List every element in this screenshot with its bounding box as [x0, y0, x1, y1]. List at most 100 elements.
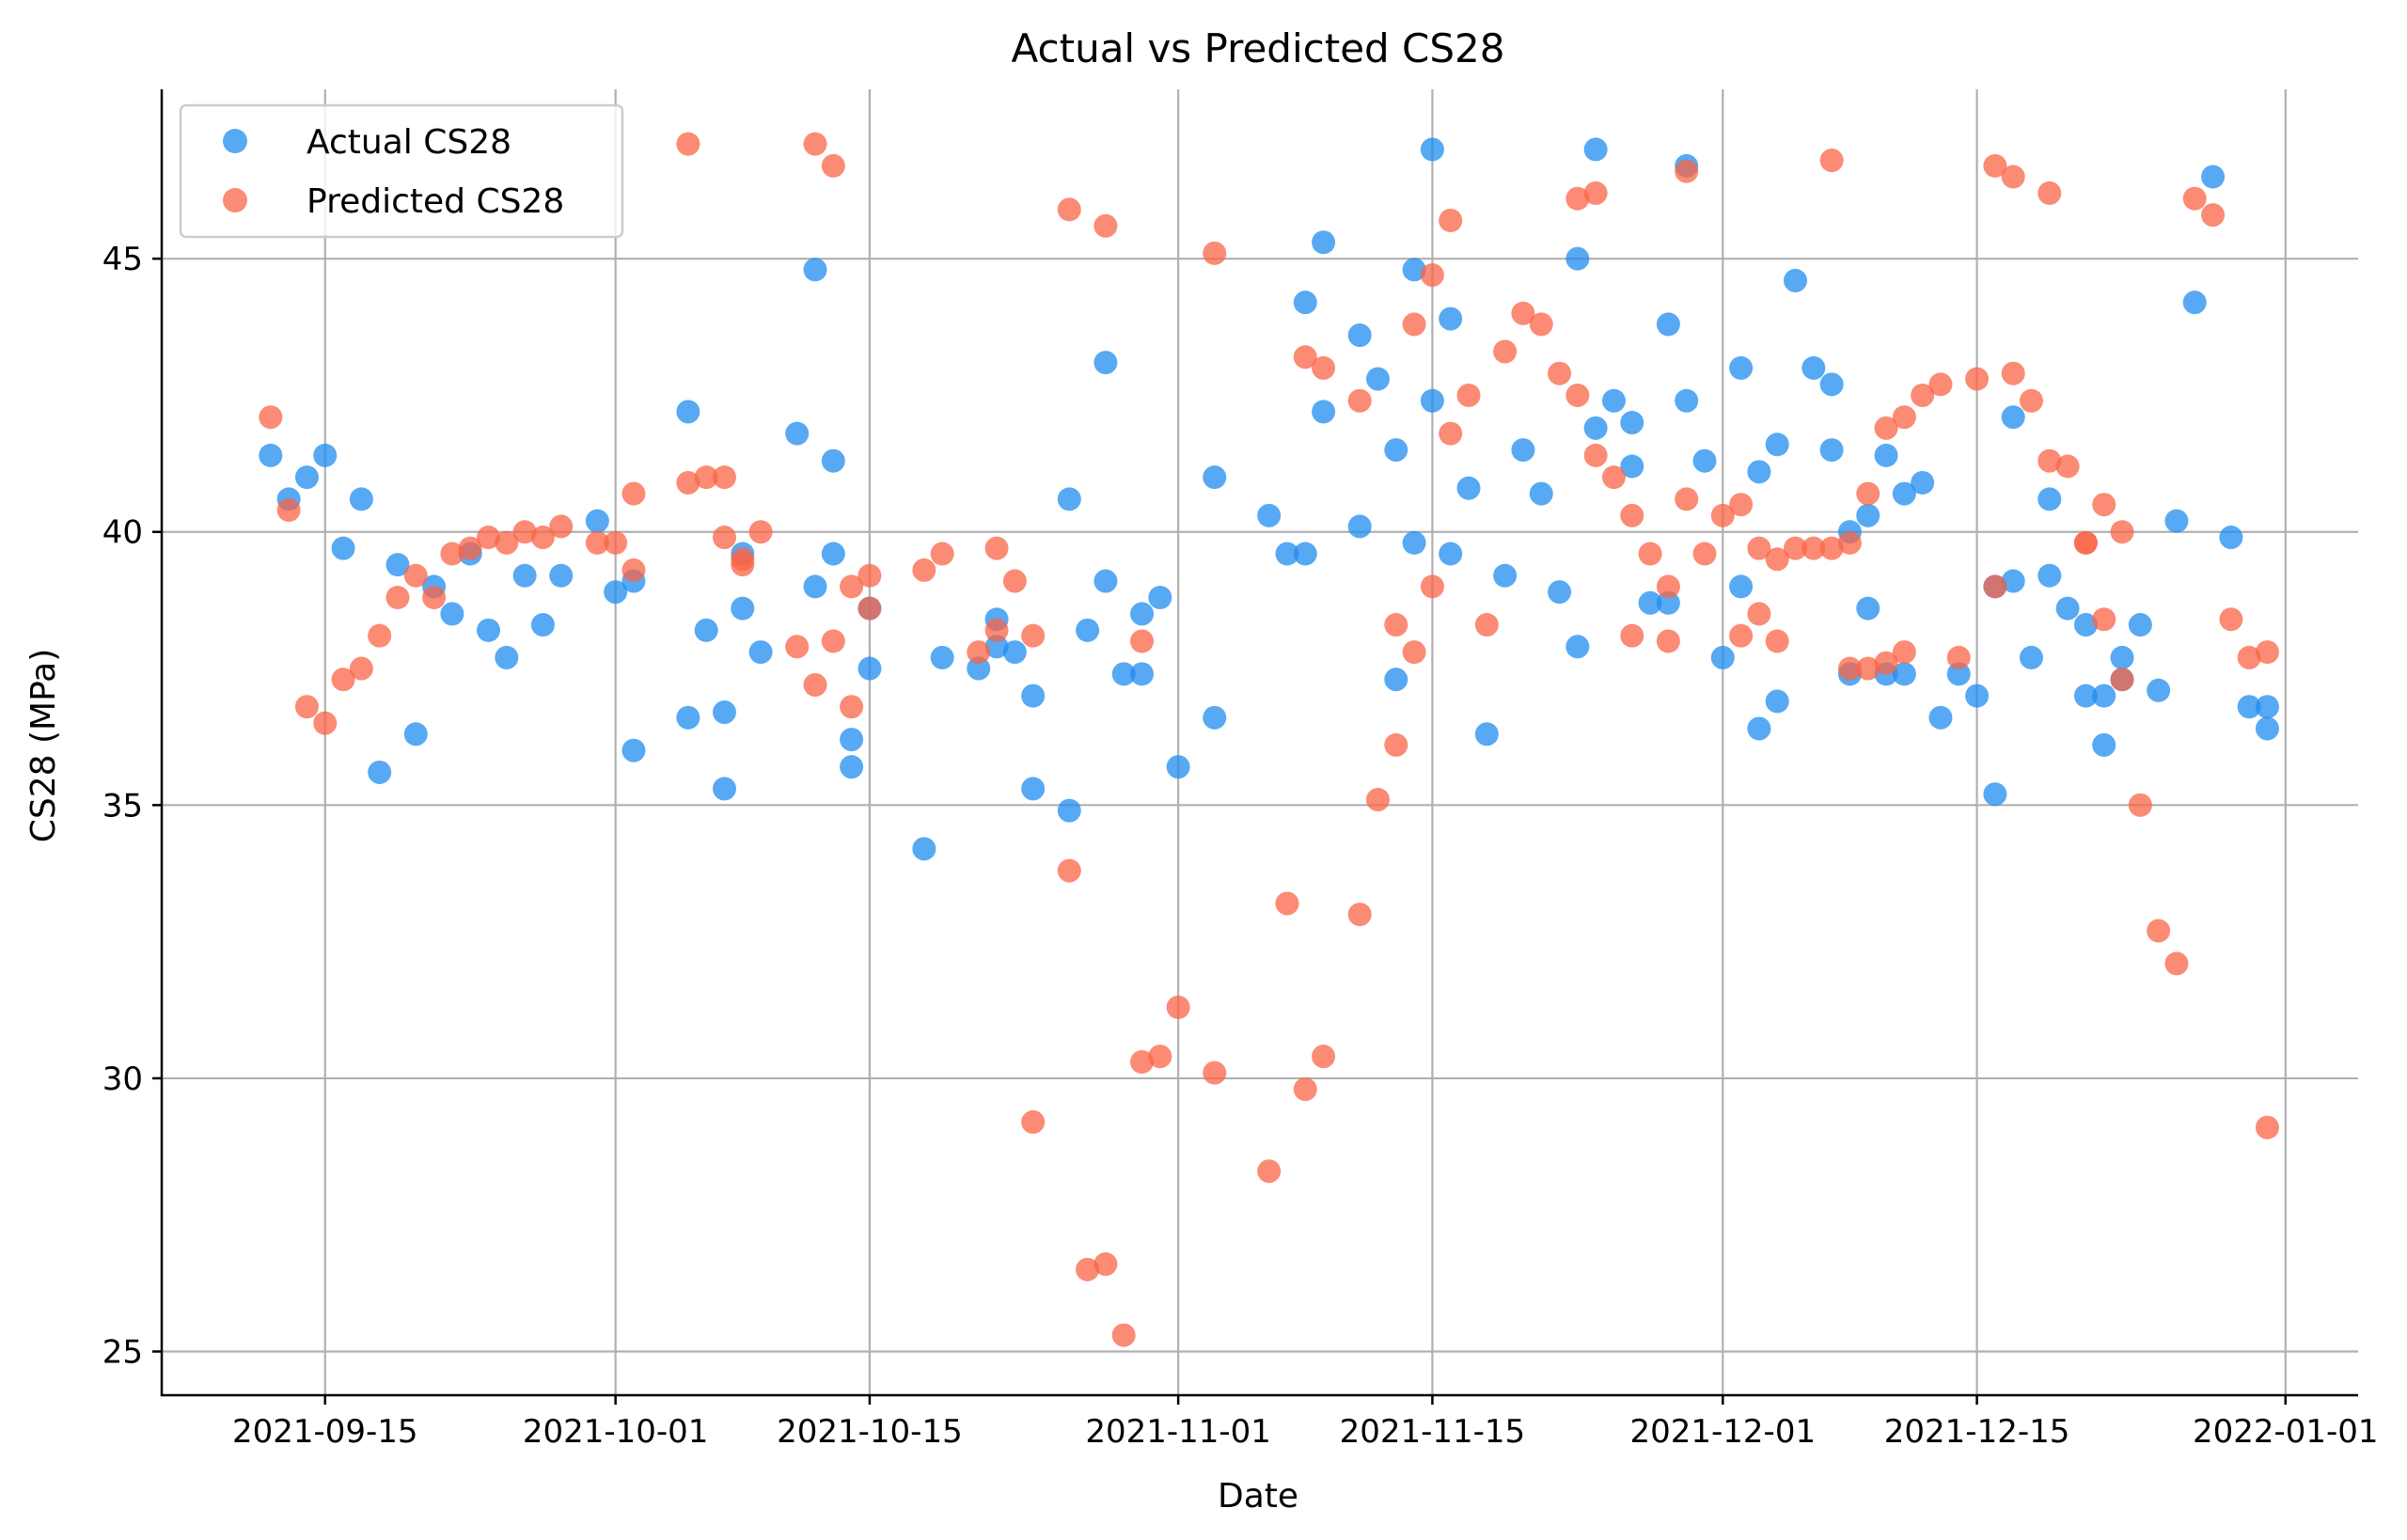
data-point: [1057, 798, 1081, 823]
data-point: [912, 837, 936, 861]
data-point: [2255, 640, 2279, 665]
data-point: [349, 487, 373, 511]
data-point: [477, 618, 501, 642]
data-point: [2164, 951, 2189, 976]
data-point: [1093, 351, 1118, 375]
data-point: [2110, 520, 2134, 544]
data-point: [821, 629, 845, 653]
data-point: [2092, 493, 2116, 517]
data-point: [313, 711, 338, 735]
data-point: [803, 672, 827, 697]
data-point: [1729, 574, 1754, 599]
data-point: [2037, 448, 2062, 473]
data-point: [1620, 454, 1644, 479]
data-point: [1583, 181, 1608, 205]
data-point: [1729, 355, 1754, 380]
data-point: [1565, 186, 1590, 211]
data-point: [1638, 542, 1662, 566]
data-point: [621, 738, 646, 762]
ticks: 2021-09-15 2021-10-01 2021-10-15 2021-11-01…: [102, 241, 2379, 1451]
data-point: [2073, 530, 2098, 555]
data-point: [1384, 438, 1408, 463]
data-point: [1856, 503, 1880, 527]
data-point: [2037, 487, 2062, 511]
data-point: [676, 400, 700, 424]
data-point: [1275, 891, 1299, 916]
data-point: [477, 526, 501, 550]
data-point: [1420, 574, 1444, 599]
data-point: [1130, 662, 1155, 686]
data-point: [1002, 569, 1027, 593]
data-point: [1620, 411, 1644, 435]
grid: [162, 89, 2358, 1395]
data-point: [2073, 613, 2098, 637]
data-point: [1784, 268, 1808, 292]
data-point: [1656, 590, 1680, 615]
data-point: [712, 465, 736, 490]
data-point: [1293, 345, 1317, 369]
data-point: [2019, 645, 2043, 669]
data-point: [1384, 732, 1408, 757]
data-point: [1819, 372, 1844, 397]
data-point: [2001, 165, 2025, 189]
data-point: [1928, 705, 1953, 730]
data-point: [1474, 722, 1499, 746]
data-point: [1874, 443, 1898, 467]
data-point: [2019, 388, 2043, 413]
data-point: [1784, 536, 1808, 560]
data-point: [1874, 651, 1898, 675]
data-point: [1529, 481, 1553, 506]
data-point: [604, 580, 628, 605]
data-point: [984, 618, 1009, 642]
data-point: [1856, 481, 1880, 506]
data-point: [1965, 684, 1990, 708]
data-point: [1583, 443, 1608, 467]
x-axis-label: Date: [1218, 1477, 1298, 1516]
data-point: [712, 526, 736, 550]
data-point: [2219, 607, 2243, 632]
data-point: [385, 553, 410, 577]
data-point: [803, 574, 827, 599]
data-point: [2037, 563, 2062, 588]
y-axis-label: CS28 (MPa): [24, 649, 63, 843]
data-point: [1837, 530, 1862, 555]
x-tick-label: 2021-11-15: [1340, 1413, 1526, 1451]
data-point: [1057, 197, 1081, 222]
data-point: [1928, 372, 1953, 397]
data-point: [440, 542, 464, 566]
legend-marker-predicted: [223, 188, 247, 212]
data-point: [2128, 793, 2152, 817]
data-point: [1021, 777, 1046, 801]
data-point: [1275, 542, 1299, 566]
data-point: [1874, 416, 1898, 440]
data-point: [585, 530, 609, 555]
data-point: [2237, 645, 2261, 669]
data-point: [984, 635, 1009, 659]
data-point: [1946, 645, 1971, 669]
data-point: [1002, 640, 1027, 665]
data-point: [1293, 291, 1317, 315]
x-tick-label: 2021-10-01: [523, 1413, 709, 1451]
data-point: [1692, 542, 1717, 566]
data-point: [712, 700, 736, 725]
data-point: [2001, 569, 2025, 593]
data-point: [530, 526, 555, 550]
data-point: [2147, 919, 2171, 943]
data-point: [1911, 470, 1935, 495]
data-point: [1365, 788, 1390, 812]
data-point: [1656, 574, 1680, 599]
data-point: [1511, 438, 1535, 463]
data-point: [1511, 301, 1535, 325]
data-point: [368, 623, 392, 648]
data-point: [930, 542, 954, 566]
data-point: [1565, 635, 1590, 659]
data-point: [1765, 629, 1789, 653]
data-point: [984, 536, 1009, 560]
data-point: [676, 132, 700, 156]
data-point: [2237, 695, 2261, 719]
data-point: [1021, 623, 1046, 648]
data-point: [403, 722, 428, 746]
data-point: [368, 760, 392, 784]
y-tick-label: 35: [102, 787, 143, 825]
